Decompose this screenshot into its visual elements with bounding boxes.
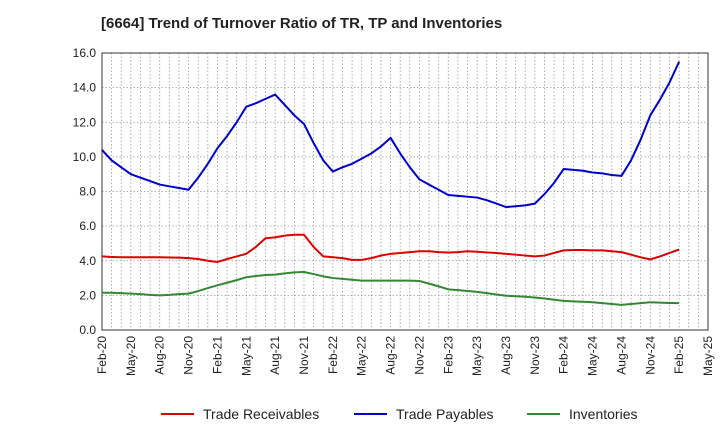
legend: Trade Receivables Trade Payables Inventori… [161,406,637,422]
chart-title: [6664] Trend of Turnover Ratio of TR, TP… [101,15,503,32]
y-tick-label: 12.0 [73,115,97,129]
series-line-trade-receivables [101,233,680,263]
y-tick-label: 4.0 [79,254,96,268]
x-tick-label: Feb-24 [557,336,571,374]
plot-frame [101,52,709,331]
x-tick-label: Aug-24 [614,336,628,375]
x-tick-label: Nov-21 [297,336,311,375]
x-tick-label: May-20 [124,336,138,376]
legend-label: Trade Receivables [203,406,319,422]
x-tick-label: May-24 [586,336,600,376]
y-tick-label: 2.0 [79,288,96,302]
x-tick-label: Feb-21 [210,336,224,374]
x-tick-label: Feb-22 [326,336,340,374]
series-line-trade-payables [101,61,681,209]
x-tick-label: Feb-23 [441,336,455,374]
x-tick-label: May-22 [355,336,369,376]
series-line-inventories [102,271,680,306]
y-tick-label: 16.0 [73,46,97,60]
x-tick-label: Nov-23 [528,336,542,375]
x-tick-label: Aug-20 [153,336,167,375]
x-tick-label: May-25 [701,336,715,376]
x-tick-label: Aug-23 [499,336,513,375]
x-tick-labels: Feb-20 May-20 Aug-20 Nov-20 Feb-21 May-21 Aug-… [95,336,715,376]
x-tick-label: May-23 [470,336,484,376]
x-tick-label: Nov-20 [182,336,196,375]
y-tick-label: 0.0 [79,323,96,337]
grid [102,53,708,330]
y-tick-label: 10.0 [73,150,97,164]
y-tick-label: 14.0 [73,81,97,95]
x-tick-label: Feb-25 [672,336,686,374]
series-lines [101,61,681,306]
y-tick-label: 6.0 [79,219,96,233]
x-tick-label: May-21 [239,336,253,376]
x-tick-label: Aug-21 [268,336,282,375]
x-tick-label: Nov-24 [643,336,657,375]
x-tick-label: Feb-20 [95,336,109,374]
x-tick-label: Nov-22 [412,336,426,375]
y-tick-labels: 0.0 2.0 4.0 6.0 8.0 10.0 12.0 14.0 16.0 [73,46,97,337]
y-tick-label: 8.0 [79,185,96,199]
axes [101,52,709,331]
legend-label: Trade Payables [396,406,494,422]
x-tick-label: Aug-22 [384,336,398,375]
legend-label: Inventories [569,406,637,422]
